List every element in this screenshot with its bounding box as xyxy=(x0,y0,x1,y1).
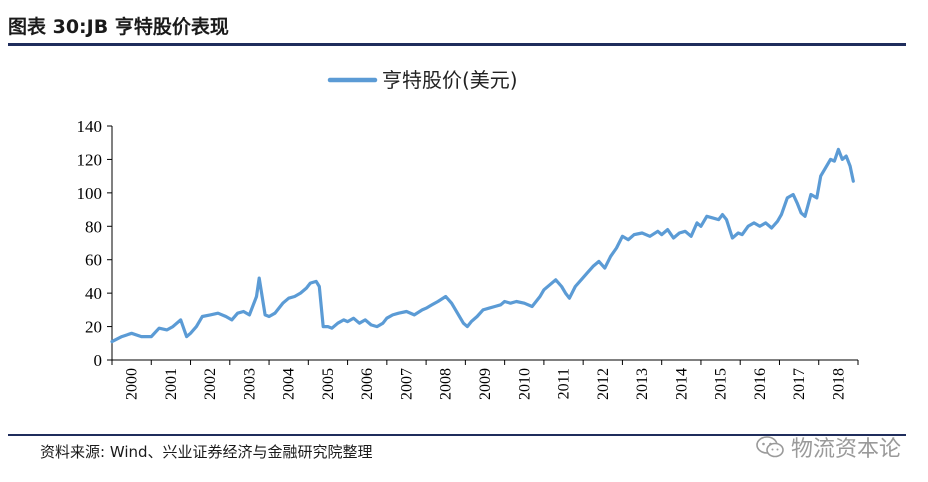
watermark-text: 物流资本论 xyxy=(791,437,902,462)
y-tick-label: 0 xyxy=(94,351,103,370)
wechat-icon xyxy=(756,436,784,458)
y-tick-label: 20 xyxy=(85,318,102,337)
x-tick-label: 2017 xyxy=(791,368,808,400)
x-tick-label: 2000 xyxy=(124,368,141,400)
y-tick-label: 40 xyxy=(85,284,102,303)
x-tick-label: 2005 xyxy=(320,368,337,400)
x-tick-label: 2018 xyxy=(830,368,847,400)
x-tick-label: 2004 xyxy=(281,368,298,400)
y-tick-label: 140 xyxy=(77,117,103,136)
x-tick-label: 2016 xyxy=(752,368,769,400)
x-tick-label: 2003 xyxy=(241,368,258,400)
x-tick-label: 2006 xyxy=(359,368,376,400)
figure-title: 图表 30:JB 亨特股价表现 xyxy=(8,16,229,38)
x-tick-label: 2010 xyxy=(516,368,533,400)
y-tick-label: 100 xyxy=(77,184,103,203)
x-tick-label: 2009 xyxy=(477,368,494,400)
x-tick-label: 2001 xyxy=(163,368,180,400)
x-tick-label: 2007 xyxy=(398,368,415,400)
axes: 0 20 40 60 80 100 120 140 2000 2001 2002 2003 2004 20… xyxy=(77,117,859,400)
y-tick-label: 60 xyxy=(85,251,102,270)
x-tick-label: 2011 xyxy=(556,368,573,399)
x-tick-label: 2012 xyxy=(595,368,612,400)
x-tick-label: 2014 xyxy=(673,368,690,400)
line-chart: 亨特股价(美元) 0 20 40 60 80 100 120 140 2000 2001 2002 2… xyxy=(77,68,859,400)
x-tick-label: 2015 xyxy=(713,368,730,400)
series-layer xyxy=(110,147,855,344)
series-line xyxy=(110,147,855,344)
top-rule xyxy=(8,43,906,46)
source-note: 资料来源: Wind、兴业证券经济与金融研究院整理 xyxy=(40,443,373,461)
x-tick-label: 2008 xyxy=(438,368,455,400)
y-tick-label: 120 xyxy=(77,150,103,169)
x-tick-label: 2002 xyxy=(202,368,219,400)
legend: 亨特股价(美元) xyxy=(327,68,518,92)
watermark: 物流资本论 xyxy=(755,431,901,463)
legend-label: 亨特股价(美元) xyxy=(382,68,518,92)
bottom-rule xyxy=(8,434,906,436)
x-tick-label: 2013 xyxy=(634,368,651,400)
y-tick-label: 80 xyxy=(85,217,102,236)
